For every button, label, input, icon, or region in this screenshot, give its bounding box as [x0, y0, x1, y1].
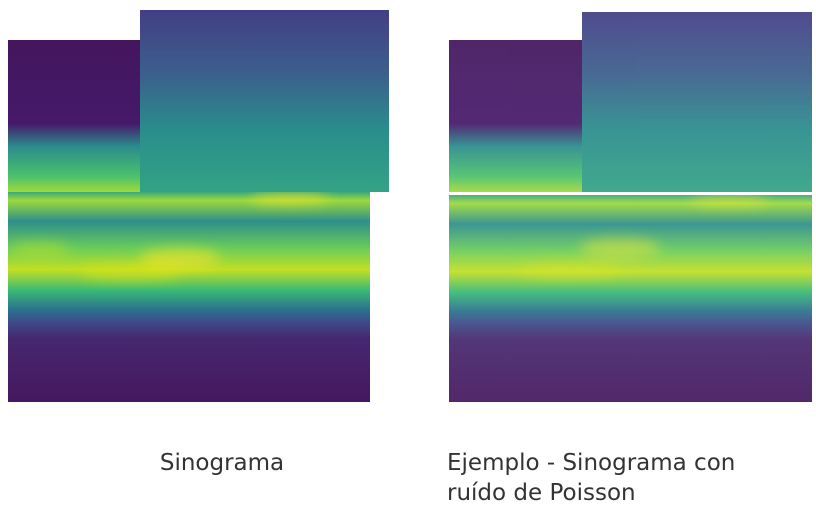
page: Sinograma Ejemplo - Sinograma con ruído …	[0, 0, 816, 508]
figure: Sinograma Ejemplo - Sinograma con ruído …	[0, 0, 816, 508]
caption: Ejemplo - Sinograma con	[447, 450, 735, 476]
noisy-sinogram-image	[449, 12, 812, 402]
sinogram-image	[8, 10, 389, 402]
caption: Sinograma	[160, 450, 284, 476]
caption: ruído de Poisson	[447, 480, 636, 506]
